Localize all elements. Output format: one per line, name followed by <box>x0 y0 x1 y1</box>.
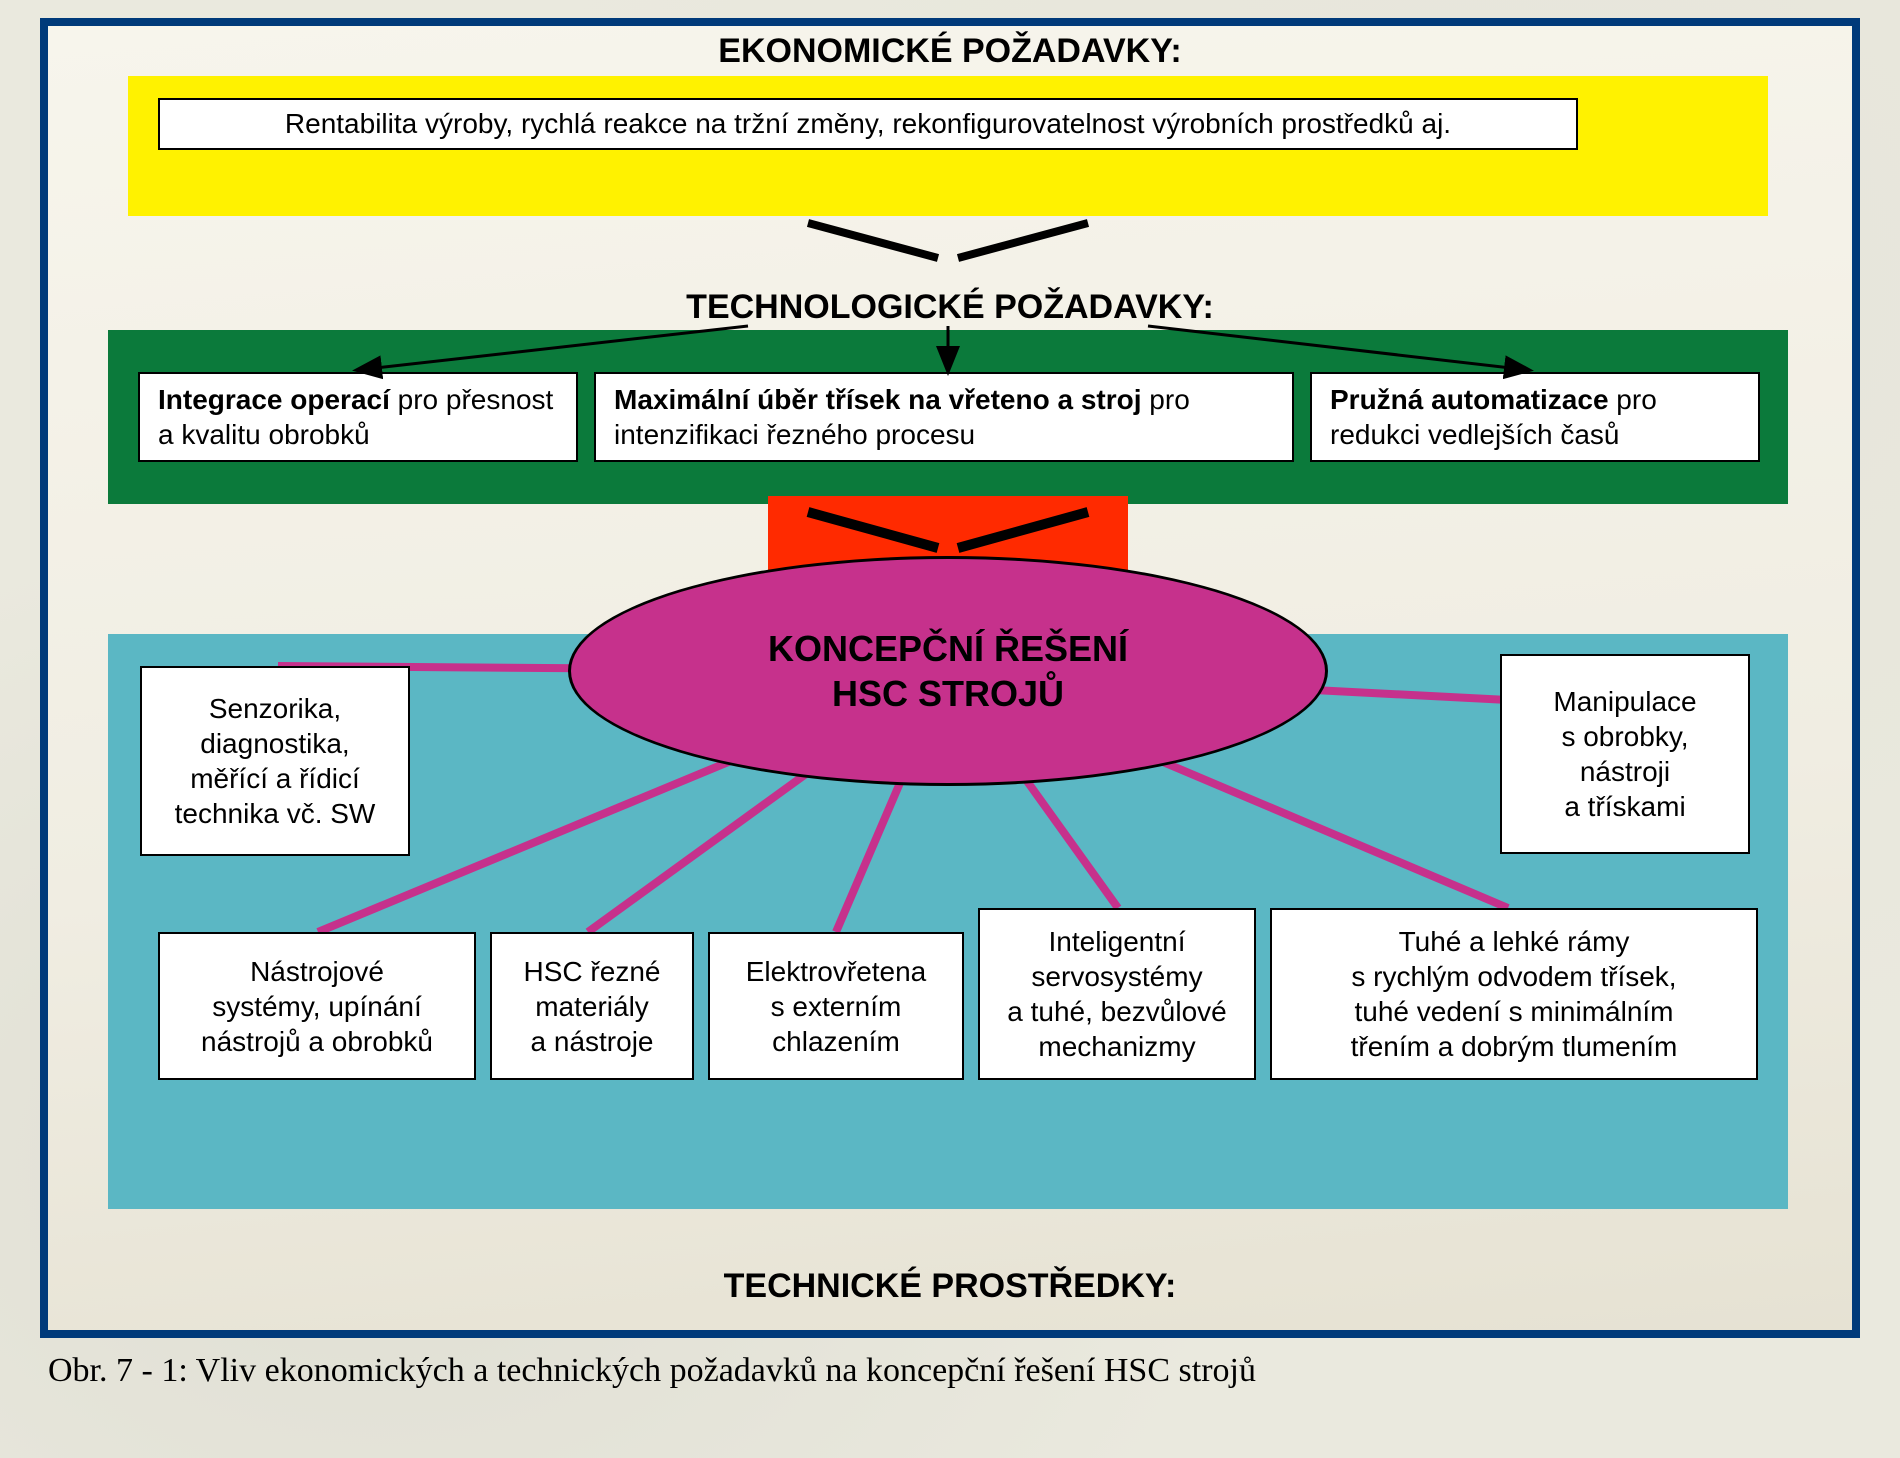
ellipse-line1: KONCEPČNÍ ŘEŠENÍ <box>768 628 1128 669</box>
page: EKONOMICKÉ POŽADAVKY: Rentabilita výroby… <box>0 0 1900 1458</box>
technical-means-box-1: Manipulace s obrobky, nástroji a třískam… <box>1500 654 1750 854</box>
ellipse-line2: HSC STROJŮ <box>832 673 1064 714</box>
center-ellipse: KONCEPČNÍ ŘEŠENÍ HSC STROJŮ <box>568 556 1328 786</box>
technical-means-box-2: Nástrojové systémy, upínání nástrojů a o… <box>158 932 476 1080</box>
ellipse-text: KONCEPČNÍ ŘEŠENÍ HSC STROJŮ <box>768 626 1128 716</box>
diagram-frame: EKONOMICKÉ POŽADAVKY: Rentabilita výroby… <box>40 18 1860 1338</box>
technical-means-box-5: Inteligentní servosystémy a tuhé, bezvůl… <box>978 908 1256 1080</box>
technological-title: TECHNOLOGICKÉ POŽADAVKY: <box>48 288 1852 327</box>
technical-means-box-6: Tuhé a lehké rámy s rychlým odvodem třís… <box>1270 908 1758 1080</box>
technical-means-box-4: Elektrovřetena s externím chlazením <box>708 932 964 1080</box>
economic-box: Rentabilita výroby, rychlá reakce na trž… <box>158 98 1578 150</box>
technical-means-box-3: HSC řezné materiály a nástroje <box>490 932 694 1080</box>
technological-box-1: Maximální úběr třísek na vřeteno a stroj… <box>594 372 1294 462</box>
economic-title: EKONOMICKÉ POŽADAVKY: <box>48 32 1852 71</box>
technological-box-2: Pružná automatizace pro redukci vedlejší… <box>1310 372 1760 462</box>
economic-body: Rentabilita výroby, rychlá reakce na trž… <box>285 108 1451 140</box>
technological-box-0: Integrace operací pro přesnost a kvalitu… <box>138 372 578 462</box>
figure-caption: Obr. 7 - 1: Vliv ekonomických a technick… <box>48 1352 1848 1390</box>
technical-means-box-0: Senzorika, diagnostika, měřící a řídicí … <box>140 666 410 856</box>
technical-means-title: TECHNICKÉ PROSTŘEDKY: <box>48 1267 1852 1306</box>
